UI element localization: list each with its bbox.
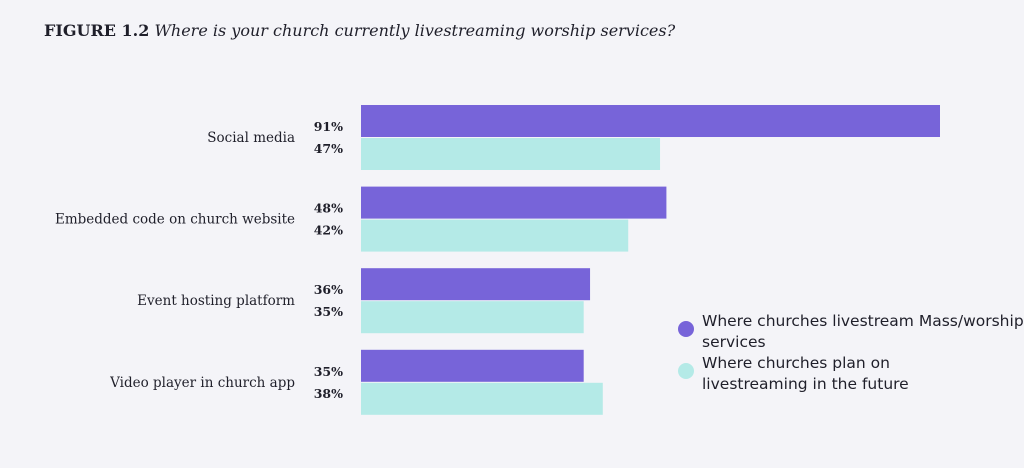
legend-swatch-current [678,321,694,337]
legend-label-current: Where churches livestream Mass/worship s… [702,312,1024,351]
data-label: 42% [314,223,343,238]
bar-current [361,105,940,137]
figure-title: Where is your church currently livestrea… [154,21,676,40]
bar-current [361,186,667,219]
category-label: Embedded code on church website [55,212,295,228]
bar-future [361,301,584,334]
legend-swatch-future [678,363,694,379]
data-label: 36% [314,282,343,297]
data-label: 38% [314,386,343,401]
data-label: 47% [314,141,343,156]
legend-label-future: Where churches plan on livestreaming in … [702,354,909,393]
legend-item-current: Where churches livestream Mass/worship s… [678,311,1024,353]
data-label: 91% [314,119,343,134]
legend-item-future: Where churches plan on livestreaming in … [678,353,942,395]
bar-future [361,219,629,252]
bar-current [361,268,591,301]
category-label: Event hosting platform [137,293,295,309]
legend: Where churches livestream Mass/worship s… [678,311,1024,395]
bar-current [361,349,584,382]
category-label: Social media [207,130,295,146]
bar-future [361,382,603,415]
bar-future [361,138,661,170]
data-label: 48% [314,201,343,216]
data-label: 35% [314,364,343,379]
chart-title: FIGURE 1.2 Where is your church currentl… [44,21,675,40]
category-label: Video player in church app [109,375,295,391]
figure-number: FIGURE 1.2 [44,21,150,40]
data-label: 35% [314,304,343,319]
